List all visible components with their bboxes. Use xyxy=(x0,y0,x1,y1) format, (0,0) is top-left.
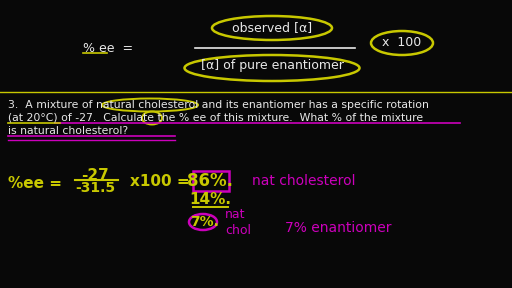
Text: % ee  =: % ee = xyxy=(83,41,133,54)
Text: 14%.: 14%. xyxy=(189,192,231,207)
Text: x100 =: x100 = xyxy=(130,173,189,189)
Text: is natural cholesterol?: is natural cholesterol? xyxy=(8,126,128,136)
Text: 7%.: 7%. xyxy=(190,215,220,229)
Text: 3.  A mixture of natural cholesterol and its enantiomer has a specific rotation: 3. A mixture of natural cholesterol and … xyxy=(8,100,429,110)
Text: (at 20°C) of -27.  Calculate the % ee of this mixture.  What % of the mixture: (at 20°C) of -27. Calculate the % ee of … xyxy=(8,113,423,123)
Text: -31.5: -31.5 xyxy=(75,181,115,195)
Text: %ee =: %ee = xyxy=(8,175,67,190)
Text: 86%.: 86%. xyxy=(187,172,233,190)
Text: -27: -27 xyxy=(81,168,109,183)
Text: [α] of pure enantiomer: [α] of pure enantiomer xyxy=(201,58,344,71)
Text: nat cholesterol: nat cholesterol xyxy=(252,174,355,188)
Text: observed [α]: observed [α] xyxy=(232,22,312,35)
Text: 7% enantiomer: 7% enantiomer xyxy=(285,221,392,235)
Text: nat
chol: nat chol xyxy=(225,207,251,236)
Text: x  100: x 100 xyxy=(382,37,421,50)
